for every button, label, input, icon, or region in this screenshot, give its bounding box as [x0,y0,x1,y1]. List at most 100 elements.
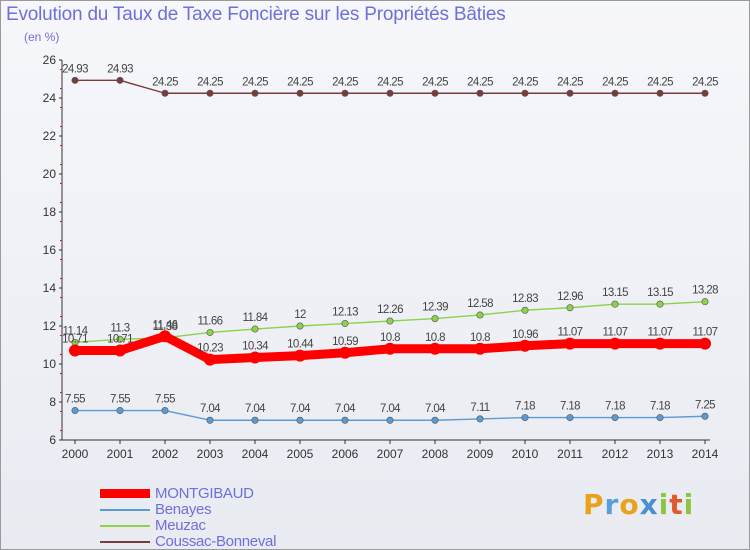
data-point-benayes [341,416,349,424]
data-label-coussac-bonneval: 24.25 [242,76,268,88]
data-label-meuzac: 11.66 [198,315,223,327]
x-tick-label: 2009 [467,447,494,461]
data-label-montgibaud: 10.8 [470,332,490,344]
logo-letter: i [658,488,670,521]
x-tick-label: 2002 [152,447,179,461]
data-label-benayes: 7.25 [695,399,715,411]
y-tick-label: 16 [43,243,57,257]
data-point-benayes [611,414,619,422]
logo-letter: x [639,488,659,521]
data-label-montgibaud: 10.34 [242,341,269,353]
data-label-meuzac: 13.15 [647,287,673,299]
data-label-montgibaud: 11.07 [603,327,628,339]
y-tick-label: 18 [43,205,57,219]
data-point-coussac-bonneval [206,89,214,97]
x-tick-label: 2013 [647,447,674,461]
data-label-benayes: 7.04 [200,403,221,415]
data-label-meuzac: 12 [294,309,306,321]
data-label-benayes: 7.18 [605,401,625,413]
data-label-montgibaud: 10.23 [197,343,223,355]
data-label-coussac-bonneval: 24.25 [602,76,628,88]
data-label-coussac-bonneval: 24.25 [422,76,448,88]
data-label-coussac-bonneval: 24.25 [287,76,313,88]
x-tick-label: 2014 [692,447,719,461]
data-point-meuzac [701,298,709,306]
data-point-coussac-bonneval [296,89,304,97]
data-point-meuzac [341,320,349,328]
data-label-coussac-bonneval: 24.25 [332,76,358,88]
y-tick-label: 20 [43,167,57,181]
data-label-meuzac: 12.26 [377,304,403,316]
x-tick-label: 2006 [332,447,359,461]
data-point-meuzac [206,328,214,336]
y-tick-label: 12 [43,319,57,333]
data-point-coussac-bonneval [341,89,349,97]
data-point-coussac-bonneval [386,89,394,97]
logo-letter: i [683,488,695,521]
x-tick-label: 2011 [557,447,583,461]
data-point-meuzac [476,311,484,319]
x-tick-label: 2008 [422,447,449,461]
data-point-coussac-bonneval [161,89,169,97]
data-label-montgibaud: 10.44 [287,339,314,351]
data-point-meuzac [386,317,394,325]
data-label-meuzac: 12.58 [467,298,493,310]
data-label-benayes: 7.04 [335,403,356,415]
logo-letter: o [619,488,640,521]
data-label-coussac-bonneval: 24.25 [467,76,493,88]
x-tick-label: 2012 [602,447,629,461]
data-point-benayes [296,416,304,424]
data-point-coussac-bonneval [566,89,574,97]
data-point-montgibaud [294,349,306,362]
data-label-meuzac: 13.15 [602,287,628,299]
proxiti-logo: Proxiti [583,488,694,521]
data-label-benayes: 7.11 [470,402,489,414]
data-label-coussac-bonneval: 24.25 [647,76,673,88]
data-point-benayes [431,416,439,424]
data-label-coussac-bonneval: 24.93 [62,63,88,75]
data-label-benayes: 7.18 [515,401,535,413]
data-label-benayes: 7.04 [290,403,311,415]
data-label-benayes: 7.55 [155,394,175,406]
data-point-montgibaud [474,342,486,355]
data-point-coussac-bonneval [116,76,124,84]
x-tick-label: 2003 [197,447,224,461]
legend-label-montgibaud: MONTGIBAUD [155,485,254,502]
data-label-meuzac: 12.39 [422,302,448,314]
data-point-meuzac [251,325,259,333]
x-tick-label: 2000 [62,447,89,461]
data-point-coussac-bonneval [431,89,439,97]
data-point-coussac-bonneval [71,76,79,84]
legend-swatch-montgibaud [100,489,150,498]
data-point-benayes [161,407,169,415]
data-point-meuzac [116,335,124,343]
data-label-meuzac: 11.38 [153,321,178,333]
data-label-montgibaud: 11.46 [153,319,178,331]
data-point-montgibaud [249,351,261,364]
x-tick-label: 2004 [242,447,269,461]
data-point-coussac-bonneval [521,89,529,97]
data-point-benayes [206,416,214,424]
data-point-montgibaud [159,330,171,343]
data-point-montgibaud [114,344,126,357]
data-label-montgibaud: 11.07 [693,327,718,339]
data-label-coussac-bonneval: 24.25 [197,76,223,88]
data-point-montgibaud [654,337,666,350]
data-label-meuzac: 11.84 [243,312,269,324]
y-tick-label: 8 [49,395,56,409]
logo-letter: P [583,488,605,521]
x-tick-label: 2001 [107,447,134,461]
data-point-benayes [386,416,394,424]
data-point-coussac-bonneval [611,89,619,97]
data-label-montgibaud: 10.71 [107,334,133,346]
data-point-benayes [521,414,529,422]
y-tick-label: 22 [43,129,57,143]
data-label-meuzac: 11.3 [110,322,129,334]
data-point-meuzac [611,300,619,308]
data-label-benayes: 7.18 [650,401,670,413]
data-label-coussac-bonneval: 24.25 [512,76,538,88]
data-point-montgibaud [204,353,216,366]
data-point-coussac-bonneval [656,89,664,97]
data-point-montgibaud [519,339,531,352]
